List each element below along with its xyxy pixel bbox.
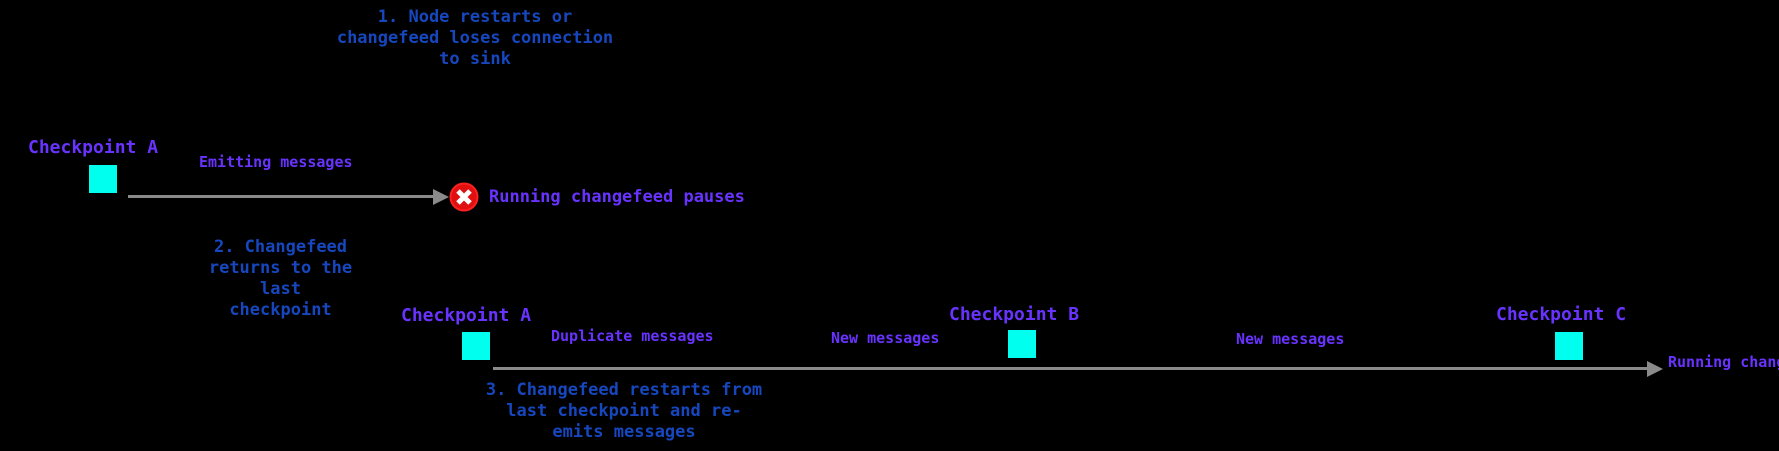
step1-note-line: 1. Node restarts or bbox=[377, 7, 573, 27]
checkpoint-a-marker-bottom bbox=[462, 332, 490, 360]
step3-note-line: 3. Changefeed restarts from bbox=[485, 380, 763, 400]
duplicate-messages-label: Duplicate messages bbox=[551, 327, 714, 345]
resumes-label-line: Running bbox=[1668, 353, 1732, 371]
step2-note: 2. Changefeed returns to the last checkp… bbox=[178, 237, 383, 321]
step3-note-line: last checkpoint and re- bbox=[506, 401, 742, 421]
cancel-x-circle-icon bbox=[449, 182, 479, 212]
step2-note-line: last bbox=[260, 279, 301, 299]
step2-note-line: checkpoint bbox=[229, 300, 332, 320]
resumes-label-line: changefeed bbox=[1740, 353, 1779, 371]
step1-note-line: to sink bbox=[439, 49, 511, 69]
step2-note-line: returns to the bbox=[208, 258, 353, 278]
checkpoint-a-label-bottom: Checkpoint A bbox=[401, 305, 532, 326]
checkpoint-a-label-top: Checkpoint A bbox=[28, 137, 159, 158]
checkpoint-a-marker-top bbox=[89, 165, 117, 193]
step1-note-line: changefeed loses connection bbox=[336, 28, 614, 48]
checkpoint-c-label: Checkpoint C bbox=[1496, 304, 1627, 325]
timeline-bottom-arrowhead bbox=[1647, 361, 1663, 377]
timeline-top-arrowhead bbox=[433, 189, 449, 205]
cancel-x-circle-icon-svg bbox=[449, 182, 479, 212]
step3-note-line: emits messages bbox=[552, 422, 696, 442]
running-changefeed-resumes-label: Running changefeed resumes bbox=[1668, 352, 1779, 372]
checkpoint-b-marker bbox=[1008, 330, 1036, 358]
emitting-messages-label: Emitting messages bbox=[199, 153, 353, 171]
timeline-top-arrow-line bbox=[128, 195, 433, 198]
step3-note: 3. Changefeed restarts from last checkpo… bbox=[469, 380, 779, 443]
timeline-bottom-arrow-line bbox=[493, 367, 1647, 370]
step1-note: 1. Node restarts or changefeed loses con… bbox=[310, 7, 640, 70]
checkpoint-b-label: Checkpoint B bbox=[949, 304, 1080, 325]
checkpoint-c-marker bbox=[1555, 332, 1583, 360]
new-messages-2-label: New messages bbox=[1236, 330, 1345, 348]
new-messages-1-label: New messages bbox=[831, 329, 940, 347]
step2-note-line: 2. Changefeed bbox=[213, 237, 348, 257]
running-changefeed-pauses-label: Running changefeed pauses bbox=[489, 187, 745, 207]
